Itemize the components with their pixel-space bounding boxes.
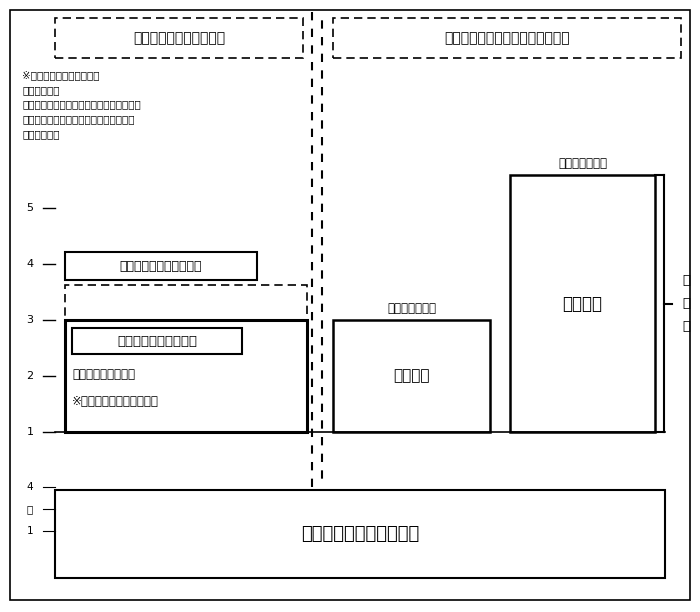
Text: 2: 2 — [27, 371, 34, 381]
Text: 4: 4 — [27, 482, 34, 492]
Text: ※研究指導を必修としない
　専門的教育
　３割の実務家教員（法科大学院は２割）
　標準修業年限は２年が基本（法科大学
　院は３年）: ※研究指導を必修としない 専門的教育 ３割の実務家教員（法科大学院は２割） 標準… — [22, 70, 141, 139]
Text: 1: 1 — [27, 427, 34, 437]
Bar — [65, 285, 307, 432]
Text: 修士課程: 修士課程 — [393, 368, 430, 384]
Text: 「修士」の学位: 「修士」の学位 — [387, 302, 436, 315]
Text: 1: 1 — [27, 526, 34, 536]
Text: 大学学部（学士の学位）: 大学学部（学士の学位） — [301, 525, 419, 543]
Text: 「博士」の学位: 「博士」の学位 — [558, 157, 607, 170]
Text: 博士課程: 博士課程 — [563, 294, 603, 313]
Text: 5: 5 — [27, 203, 34, 213]
Text: 大
学
院: 大 学 院 — [682, 274, 690, 333]
Text: 「専門職学位」（新設）: 「専門職学位」（新設） — [120, 259, 202, 272]
Bar — [65, 252, 257, 280]
Bar — [333, 320, 490, 432]
Text: 専門職大学院（新設）: 専門職大学院（新設） — [117, 335, 197, 348]
Text: 〜: 〜 — [27, 504, 33, 514]
Text: 4: 4 — [27, 259, 34, 269]
Bar — [510, 175, 655, 432]
Bar — [55, 18, 303, 58]
Text: （専門職学位課程）: （専門職学位課程） — [72, 368, 135, 381]
Text: 研究者養成＋高度専門職業人養成: 研究者養成＋高度専門職業人養成 — [444, 31, 570, 45]
Text: 3: 3 — [27, 315, 34, 325]
Text: ※法科大学院もこの一類型: ※法科大学院もこの一類型 — [72, 395, 159, 408]
Bar — [65, 320, 307, 432]
Bar — [333, 18, 681, 58]
Text: 専ら高度専門職業人養成: 専ら高度専門職業人養成 — [133, 31, 225, 45]
Bar — [72, 328, 242, 354]
Bar — [55, 490, 665, 578]
